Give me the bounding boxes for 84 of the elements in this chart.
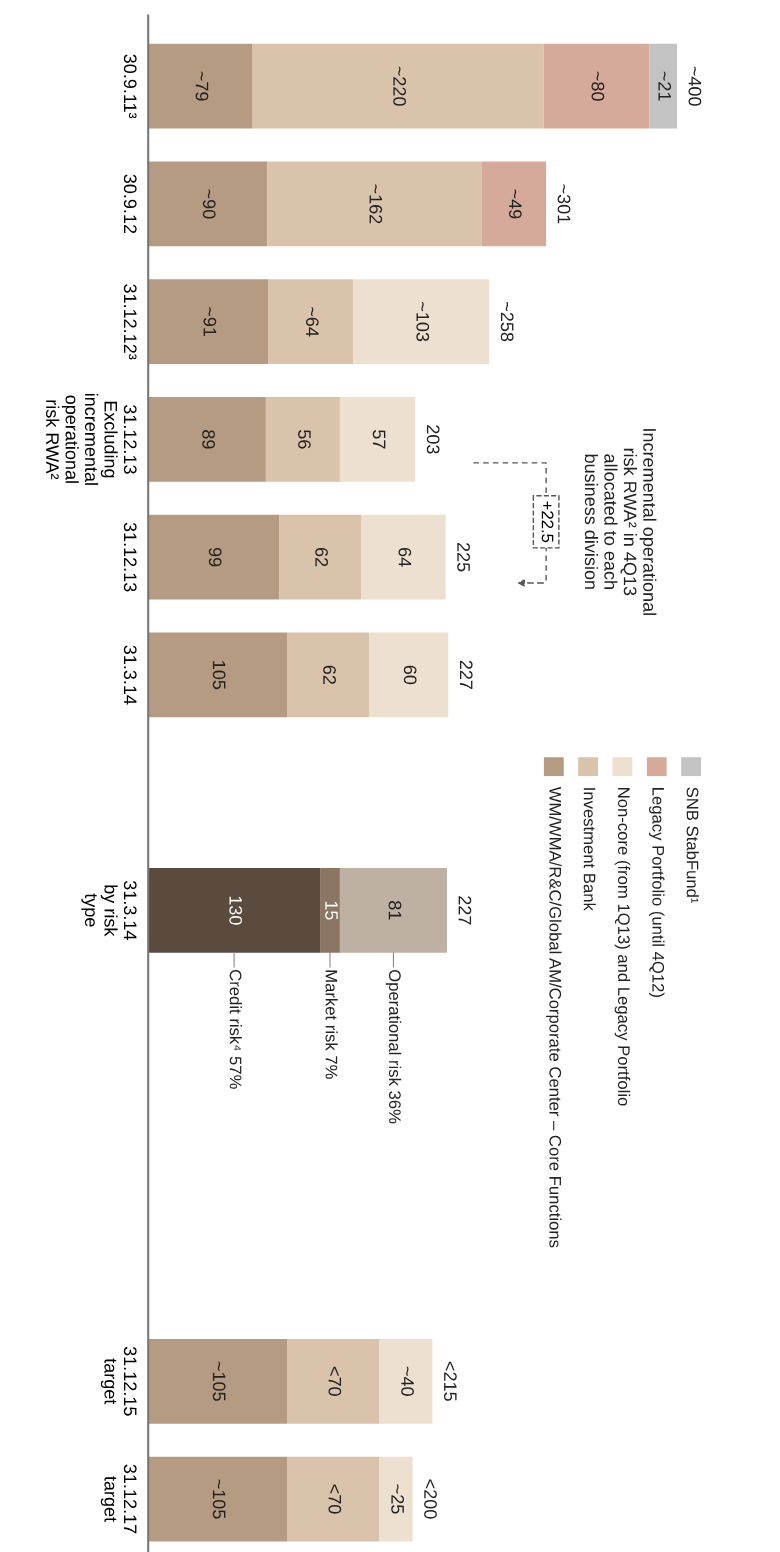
data-label: ~105 bbox=[212, 1361, 226, 1401]
annotation: Incremental operational risk RWA² in 4Q13 allocated to each business division bbox=[584, 429, 657, 615]
bar bbox=[268, 279, 354, 365]
data-label: ~79 bbox=[195, 71, 209, 101]
total-label: <200 bbox=[424, 1479, 437, 1519]
bar bbox=[148, 867, 321, 953]
y-tick-label: 30.9.11³ bbox=[123, 54, 137, 119]
y-tick-label: 31.12.17 target bbox=[100, 1464, 137, 1534]
legend-label: Investment Bank bbox=[583, 788, 596, 911]
bar bbox=[148, 1456, 288, 1542]
total-label: 227 bbox=[459, 660, 473, 690]
bar bbox=[252, 43, 544, 129]
y-tick-label: 31.12.13 Excluding incremental operational risk RWA² bbox=[46, 393, 137, 485]
data-label: ~40 bbox=[401, 1366, 414, 1396]
bar bbox=[148, 632, 288, 718]
total-label: <215 bbox=[443, 1361, 457, 1401]
data-label: 57 bbox=[372, 430, 386, 449]
data-label: 81 bbox=[388, 901, 402, 920]
bar bbox=[148, 514, 280, 600]
total-label: ~400 bbox=[688, 66, 702, 106]
bar bbox=[287, 632, 369, 718]
total-label: 203 bbox=[426, 425, 440, 454]
legend-label: WM/WMA/R&C/Global AM/Corporate Center – Core Functions bbox=[546, 786, 562, 1248]
total-label: ~301 bbox=[557, 184, 571, 224]
data-label: 105 bbox=[212, 661, 226, 690]
annotation: +22.5 bbox=[541, 501, 554, 543]
data-label: ~220 bbox=[393, 66, 406, 106]
y-tick-label: 31.12.15 target bbox=[100, 1346, 137, 1416]
data-label: ~91 bbox=[203, 307, 217, 337]
data-label: ~64 bbox=[305, 307, 319, 337]
data-label: 60 bbox=[403, 665, 417, 685]
bar bbox=[339, 396, 416, 482]
data-label: ~90 bbox=[202, 189, 216, 219]
bar bbox=[379, 1338, 433, 1424]
bar bbox=[148, 43, 253, 129]
data-label: 130 bbox=[229, 896, 243, 925]
legend-label: Non-core (from 1Q13) and Legacy Portfolio bbox=[614, 788, 631, 1106]
total-label: ~258 bbox=[500, 302, 514, 342]
bar bbox=[148, 161, 268, 247]
bar bbox=[368, 632, 449, 718]
annotation: Operational risk 36% bbox=[385, 969, 402, 1124]
data-label: 56 bbox=[298, 430, 311, 449]
y-tick-label: 31.12.13 bbox=[123, 522, 137, 592]
y-tick-label: 31.3.14 bbox=[123, 645, 137, 705]
data-label: ~21 bbox=[658, 71, 672, 101]
data-label: 99 bbox=[208, 547, 222, 567]
bar bbox=[543, 43, 650, 129]
bar bbox=[267, 161, 482, 247]
data-label: ~162 bbox=[369, 184, 383, 224]
bar bbox=[361, 514, 446, 600]
bar bbox=[148, 396, 266, 482]
bar bbox=[649, 43, 678, 129]
bar bbox=[265, 396, 340, 482]
bar bbox=[287, 1338, 380, 1424]
data-label: 15 bbox=[325, 901, 338, 920]
data-label: 62 bbox=[315, 547, 328, 567]
legend-label: SNB StabFund¹ bbox=[686, 787, 699, 904]
bar bbox=[353, 279, 490, 365]
total-label: 227 bbox=[458, 896, 472, 925]
bar bbox=[481, 161, 547, 247]
data-label: ~105 bbox=[212, 1479, 226, 1519]
bar bbox=[320, 867, 340, 953]
bar bbox=[287, 1456, 380, 1542]
data-label: ~49 bbox=[508, 189, 522, 219]
bar bbox=[148, 1338, 288, 1424]
annotation: Credit risk⁴ 57% bbox=[229, 970, 242, 1089]
y-tick-label: 30.9.12 bbox=[123, 174, 137, 234]
data-label: <70 bbox=[328, 1484, 342, 1514]
data-label: ~80 bbox=[591, 71, 605, 101]
data-label: ~25 bbox=[391, 1484, 405, 1514]
bar bbox=[339, 867, 447, 953]
data-label: ~103 bbox=[416, 302, 430, 342]
bar bbox=[279, 514, 362, 600]
total-label: 225 bbox=[457, 542, 470, 572]
annotation: Market risk 7% bbox=[325, 970, 338, 1079]
y-tick-label: 31.3.14 by risk type bbox=[81, 880, 137, 940]
data-label: <70 bbox=[328, 1366, 342, 1396]
bar bbox=[379, 1456, 413, 1542]
y-tick-label: 31.12.12³ bbox=[123, 284, 137, 360]
bar bbox=[148, 279, 269, 365]
legend-label: Legacy Portfolio (until 4Q12) bbox=[648, 788, 665, 997]
data-label: 64 bbox=[398, 547, 412, 567]
data-label: 89 bbox=[202, 430, 215, 449]
data-label: 62 bbox=[323, 665, 336, 684]
